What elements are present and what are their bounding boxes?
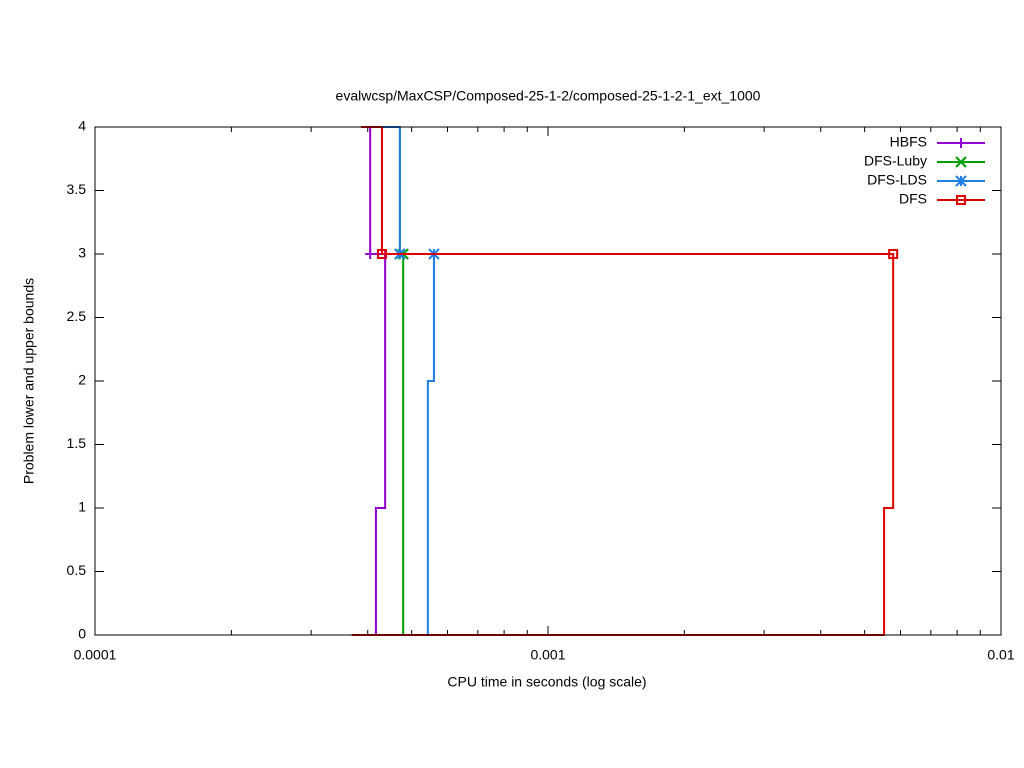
y-tick-label: 3.5 xyxy=(67,181,87,197)
marker xyxy=(955,175,967,187)
marker xyxy=(956,195,966,205)
legend-label: DFS xyxy=(899,191,927,207)
marker xyxy=(888,249,899,259)
series-line xyxy=(351,126,435,636)
x-tick-label: 0.001 xyxy=(530,647,565,663)
y-tick-label: 4 xyxy=(78,118,86,134)
marker-part xyxy=(955,175,967,187)
marker xyxy=(365,249,376,259)
y-tick-label: 0.5 xyxy=(67,562,87,578)
marker-part xyxy=(888,249,899,259)
marker xyxy=(376,249,387,259)
x-tick-label: 0.0001 xyxy=(74,647,117,663)
legend-label: DFS-LDS xyxy=(867,172,927,188)
y-axis-label: Problem lower and upper bounds xyxy=(21,278,37,484)
series-line xyxy=(351,126,895,636)
y-tick-label: 0 xyxy=(78,626,86,642)
x-tick-label: 0.01 xyxy=(987,647,1014,663)
y-tick-label: 3 xyxy=(78,245,86,261)
marker-part xyxy=(955,156,967,168)
marker xyxy=(955,156,967,168)
y-tick-label: 2.5 xyxy=(67,308,87,324)
chart-title: evalwcsp/MaxCSP/Composed-25-1-2/composed… xyxy=(336,88,761,104)
marker-part xyxy=(956,195,966,205)
legend-label: HBFS xyxy=(890,134,927,150)
y-tick-label: 1.5 xyxy=(67,435,87,451)
y-tick-label: 1 xyxy=(78,499,86,515)
marker xyxy=(956,138,966,148)
legend-label: DFS-Luby xyxy=(864,153,927,169)
y-tick-label: 2 xyxy=(78,372,86,388)
series-line xyxy=(351,126,387,636)
x-axis-label: CPU time in seconds (log scale) xyxy=(447,674,646,690)
marker-part xyxy=(376,249,387,259)
plot-border xyxy=(94,126,1002,636)
